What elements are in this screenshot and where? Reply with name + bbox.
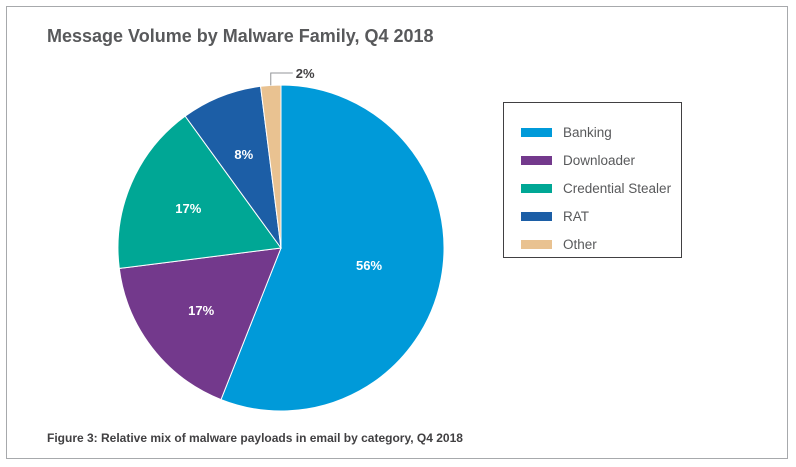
- legend-swatch-credential-stealer: [521, 183, 552, 193]
- pie-slice-banking: [220, 84, 445, 412]
- legend-label-banking: Banking: [563, 124, 612, 140]
- pie-slice-other: [260, 84, 282, 249]
- legend-item-other: Other: [504, 230, 681, 258]
- legend: Banking Downloader Credential Stealer RA…: [503, 102, 682, 258]
- legend-item-banking: Banking: [504, 118, 681, 146]
- callout-line-other: [270, 72, 293, 86]
- legend-item-downloader: Downloader: [504, 146, 681, 174]
- figure-frame: [6, 6, 788, 459]
- legend-swatch-rat: [521, 211, 552, 221]
- legend-label-credential-stealer: Credential Stealer: [563, 180, 672, 196]
- legend-swatch-banking: [521, 127, 552, 137]
- slice-label-rat: 8%: [234, 147, 253, 162]
- chart-title: Message Volume by Malware Family, Q4 201…: [47, 26, 434, 46]
- slice-label-other: 2%: [296, 66, 315, 81]
- legend-label-rat: RAT: [563, 208, 589, 224]
- figure-caption: Figure 3: Relative mix of malware payloa…: [47, 431, 463, 445]
- pie-slice-downloader: [118, 247, 282, 401]
- legend-swatch-downloader: [521, 155, 552, 165]
- legend-swatch-other: [521, 239, 552, 249]
- slice-label-credential-stealer: 17%: [175, 201, 201, 216]
- slice-label-banking: 56%: [356, 258, 382, 273]
- pie-slice-credential-stealer: [117, 115, 282, 269]
- legend-item-credential-stealer: Credential Stealer: [504, 174, 681, 202]
- legend-item-rat: RAT: [504, 202, 681, 230]
- slice-label-downloader: 17%: [188, 303, 214, 318]
- legend-label-downloader: Downloader: [563, 152, 636, 168]
- legend-label-other: Other: [563, 236, 597, 252]
